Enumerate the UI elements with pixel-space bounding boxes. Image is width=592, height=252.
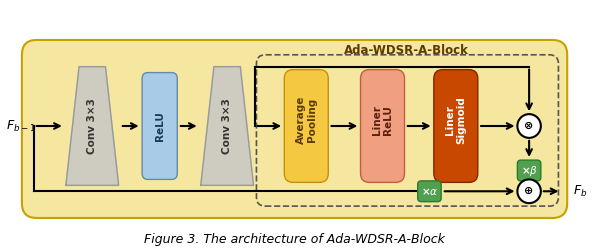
Text: Figure 3. The architecture of Ada-WDSR-A-Block: Figure 3. The architecture of Ada-WDSR-A… xyxy=(144,233,445,246)
Text: Liner
Sigmoid: Liner Sigmoid xyxy=(445,96,466,144)
FancyBboxPatch shape xyxy=(22,40,567,218)
Text: ⊗: ⊗ xyxy=(525,121,534,131)
Circle shape xyxy=(517,179,541,203)
Text: $F_{b-1}$: $F_{b-1}$ xyxy=(6,118,36,134)
Text: ×$\beta$: ×$\beta$ xyxy=(520,164,538,177)
Circle shape xyxy=(517,114,541,138)
FancyBboxPatch shape xyxy=(517,160,541,181)
Text: Ada-WDSR-A-Block: Ada-WDSR-A-Block xyxy=(343,44,468,56)
FancyBboxPatch shape xyxy=(361,70,404,182)
FancyBboxPatch shape xyxy=(284,70,329,182)
Text: Conv 3×3: Conv 3×3 xyxy=(222,98,232,154)
Text: Conv 3×3: Conv 3×3 xyxy=(87,98,97,154)
Text: ⊕: ⊕ xyxy=(525,186,534,196)
Polygon shape xyxy=(66,67,118,185)
FancyBboxPatch shape xyxy=(418,181,441,202)
Text: ×$\alpha$: ×$\alpha$ xyxy=(421,186,438,197)
Polygon shape xyxy=(201,67,253,185)
FancyBboxPatch shape xyxy=(434,70,478,182)
Text: Average
Pooling: Average Pooling xyxy=(295,96,317,144)
Text: ReLU: ReLU xyxy=(155,111,165,141)
Text: Liner
ReLU: Liner ReLU xyxy=(372,105,393,135)
Text: $F_b$: $F_b$ xyxy=(573,184,587,199)
FancyBboxPatch shape xyxy=(142,73,177,179)
